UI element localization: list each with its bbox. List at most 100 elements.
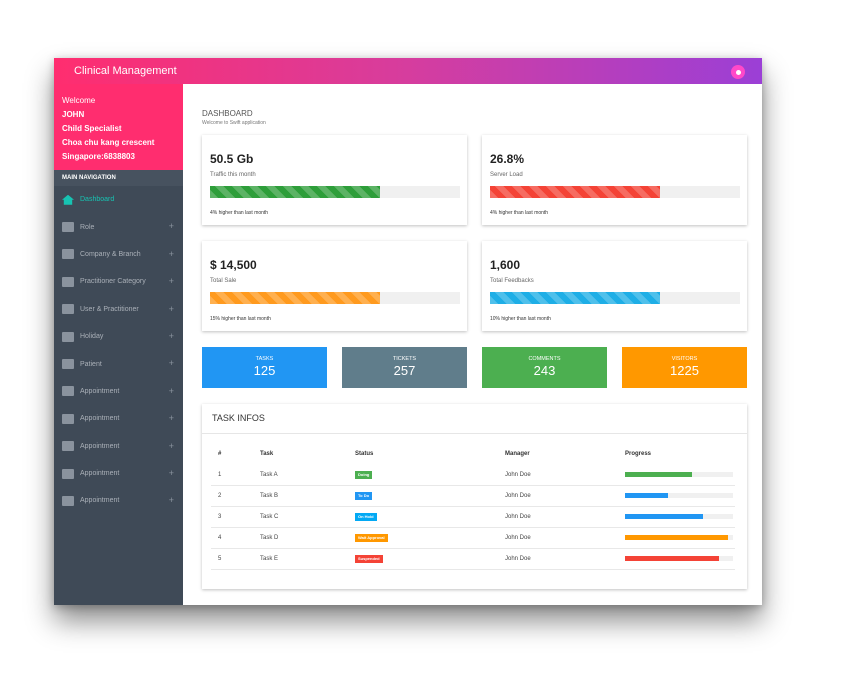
hospital-icon bbox=[62, 359, 74, 370]
sidebar-item[interactable]: Holiday + bbox=[54, 323, 183, 350]
metric-label: Total Sale bbox=[210, 278, 237, 284]
expand-plus-icon[interactable]: + bbox=[168, 385, 174, 396]
sidebar-item[interactable]: Patient + bbox=[54, 350, 183, 377]
metric-progress-bar bbox=[210, 186, 460, 198]
column-header-progress: Progress bbox=[625, 451, 652, 457]
task-infos-title: TASK INFOS bbox=[212, 413, 265, 423]
app-title: Clinical Management bbox=[74, 65, 177, 77]
expand-plus-icon[interactable]: + bbox=[168, 276, 174, 287]
sidebar-item[interactable]: Dashboard bbox=[54, 186, 183, 213]
metric-note: 4% higher than last month bbox=[490, 210, 549, 216]
task-name: Task B bbox=[260, 493, 279, 499]
users-icon bbox=[62, 304, 74, 315]
sidebar-item[interactable]: Role + bbox=[54, 213, 183, 240]
table-row: 5 Task E Suspended John Doe bbox=[211, 549, 735, 570]
page-title: DASHBOARD bbox=[202, 109, 253, 118]
expand-plus-icon[interactable]: + bbox=[168, 248, 174, 259]
task-number: 3 bbox=[218, 514, 222, 520]
metric-card: 26.8% Server Load 4% higher than last mont… bbox=[482, 135, 747, 225]
sidebar-item-label: Holiday bbox=[80, 333, 104, 341]
user-icon[interactable] bbox=[731, 65, 745, 79]
stat-label: VISITORS bbox=[671, 356, 698, 362]
stat-value: 125 bbox=[253, 363, 276, 378]
table-row: 2 Task B To Do John Doe bbox=[211, 486, 735, 507]
welcome-text: Welcome bbox=[62, 96, 96, 105]
metric-label: Server Load bbox=[490, 172, 523, 178]
task-number: 1 bbox=[218, 472, 222, 478]
task-number: 2 bbox=[218, 493, 222, 499]
user-city: Singapore:6838803 bbox=[62, 152, 135, 161]
metric-progress-fill bbox=[210, 186, 380, 198]
user-role: Child Specialist bbox=[62, 124, 122, 133]
stat-tile[interactable]: TASKS 125 bbox=[202, 347, 327, 388]
table-row: 3 Task C On Hold John Doe bbox=[211, 507, 735, 528]
metric-progress-fill bbox=[210, 292, 380, 304]
column-header-task: Task bbox=[260, 451, 274, 457]
book-icon bbox=[62, 468, 74, 479]
expand-plus-icon[interactable]: + bbox=[168, 303, 174, 314]
stat-tile[interactable]: COMMENTS 243 bbox=[482, 347, 607, 388]
sidebar-item[interactable]: Appointment + bbox=[54, 378, 183, 405]
stat-tile[interactable]: VISITORS 1225 bbox=[622, 347, 747, 388]
sidebar-item[interactable]: Company & Branch + bbox=[54, 241, 183, 268]
task-manager: John Doe bbox=[505, 493, 531, 499]
book-icon bbox=[62, 386, 74, 397]
sidebar-item-label: Appointment bbox=[80, 442, 120, 450]
column-header-status: Status bbox=[355, 451, 374, 457]
sidebar-item[interactable]: User & Practitioner + bbox=[54, 296, 183, 323]
expand-plus-icon[interactable]: + bbox=[168, 330, 174, 341]
profile-panel: Welcome JOHN Child Specialist Choa chu k… bbox=[54, 84, 183, 170]
sidebar-item[interactable]: Appointment + bbox=[54, 460, 183, 487]
expand-plus-icon[interactable]: + bbox=[168, 495, 174, 506]
app-window: Clinical Management Welcome JOHN Child S… bbox=[54, 58, 762, 605]
expand-plus-icon[interactable]: + bbox=[168, 440, 174, 451]
task-progress-fill bbox=[625, 493, 669, 498]
task-name: Task A bbox=[260, 472, 278, 478]
status-badge: Doing bbox=[355, 471, 373, 479]
metric-value: $ 14,500 bbox=[210, 258, 257, 272]
table-row: 4 Task D Wait Approval John Doe bbox=[211, 528, 735, 549]
expand-plus-icon[interactable]: + bbox=[168, 358, 174, 369]
sidebar-item-label: Patient bbox=[80, 360, 102, 368]
status-badge: Wait Approval bbox=[355, 534, 388, 542]
sidebar-item-label: Appointment bbox=[80, 497, 120, 505]
sidebar-item[interactable]: Appointment + bbox=[54, 433, 183, 460]
task-infos-card: TASK INFOS # Task Status Manager Progres… bbox=[202, 404, 747, 589]
expand-plus-icon[interactable]: + bbox=[168, 413, 174, 424]
expand-plus-icon[interactable]: + bbox=[168, 221, 174, 232]
metric-progress-bar bbox=[490, 292, 740, 304]
sidebar-item[interactable]: Appointment + bbox=[54, 405, 183, 432]
sidebar-item[interactable]: Practitioner Category + bbox=[54, 268, 183, 295]
home-icon bbox=[62, 194, 74, 205]
book-icon bbox=[62, 441, 74, 452]
sidebar-item[interactable]: Appointment + bbox=[54, 487, 183, 514]
stat-label: TICKETS bbox=[392, 356, 417, 362]
task-progress-bar bbox=[625, 493, 733, 498]
user-name: JOHN bbox=[62, 110, 85, 119]
stat-label: TASKS bbox=[255, 356, 274, 362]
tree-icon bbox=[62, 331, 74, 342]
task-number: 5 bbox=[218, 556, 222, 562]
expand-plus-icon[interactable]: + bbox=[168, 467, 174, 478]
stat-value: 257 bbox=[393, 363, 416, 378]
sidebar-item-label: Role bbox=[80, 223, 95, 231]
stat-value: 243 bbox=[533, 363, 556, 378]
status-badge: On Hold bbox=[355, 513, 377, 521]
sidebar: Welcome JOHN Child Specialist Choa chu k… bbox=[54, 84, 183, 605]
status-badge: Suspended bbox=[355, 555, 383, 563]
metric-progress-bar bbox=[210, 292, 460, 304]
book-icon bbox=[62, 413, 74, 424]
task-number: 4 bbox=[218, 535, 222, 541]
sidebar-item-label: Dashboard bbox=[80, 196, 115, 204]
task-progress-fill bbox=[625, 556, 719, 561]
metric-note: 15% higher than last month bbox=[210, 316, 271, 322]
stat-tile[interactable]: TICKETS 257 bbox=[342, 347, 467, 388]
metric-label: Traffic this month bbox=[210, 172, 256, 178]
top-bar: Clinical Management bbox=[54, 58, 762, 84]
sidebar-item-label: User & Practitioner bbox=[80, 305, 139, 313]
divider bbox=[202, 433, 747, 434]
task-progress-fill bbox=[625, 535, 728, 540]
metric-progress-fill bbox=[490, 186, 660, 198]
task-progress-fill bbox=[625, 514, 703, 519]
book-icon bbox=[62, 495, 74, 506]
